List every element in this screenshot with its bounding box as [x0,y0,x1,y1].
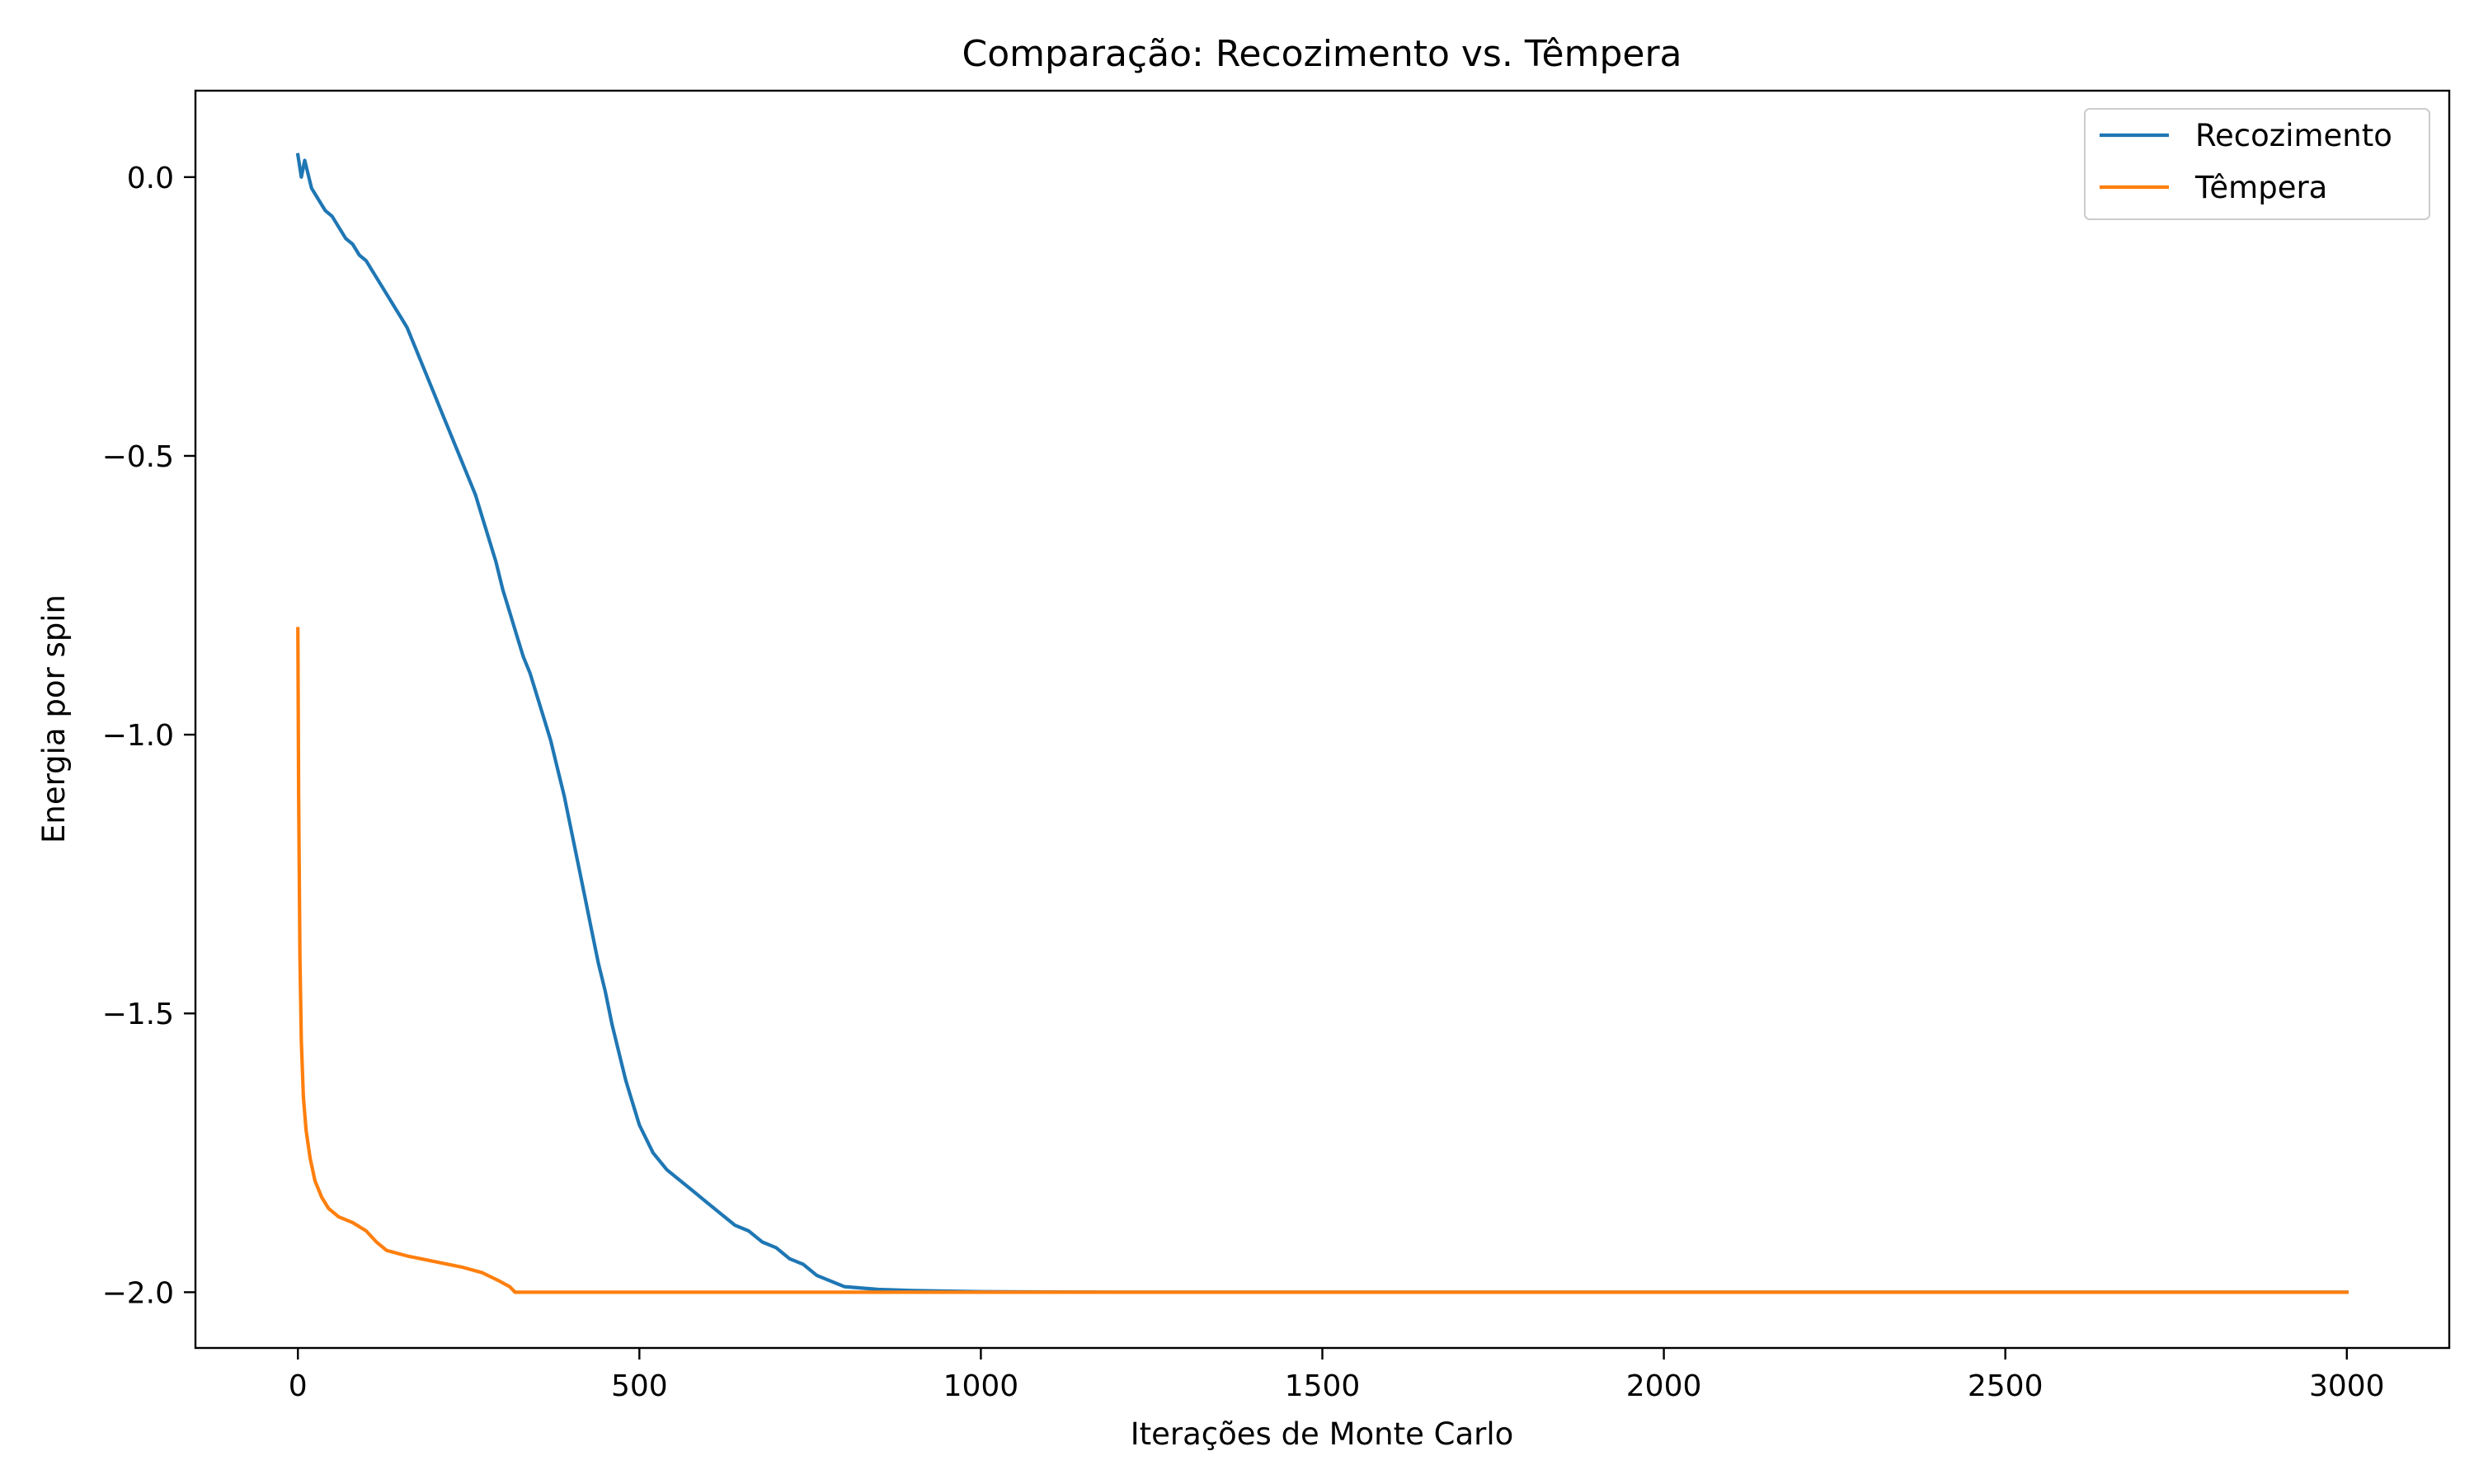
y-tick-label: −1.0 [102,719,174,753]
y-tick-label: −2.0 [102,1276,174,1310]
y-axis: 0.0 −0.5 −1.0 −1.5 −2.0 [102,162,195,1310]
x-tick-label: 1000 [943,1369,1019,1403]
x-axis-label: Iterações de Monte Carlo [1131,1416,1514,1452]
y-tick-label: −0.5 [102,440,174,474]
x-tick-label: 2000 [1626,1369,1702,1403]
x-axis: 0 500 1000 1500 2000 2500 3000 [289,1348,2385,1403]
series-layer [295,153,2349,1294]
y-axis-label: Energia por spin [36,594,72,843]
x-tick-label: 500 [611,1369,668,1403]
x-tick-label: 3000 [2309,1369,2385,1403]
chart-title: Comparação: Recozimento vs. Têmpera [962,33,1681,75]
x-tick-label: 1500 [1285,1369,1361,1403]
series-line-recozimento [295,153,2349,1294]
plot-area [195,91,2449,1348]
legend-label-recozimento: Recozimento [2195,118,2392,153]
x-tick-label: 0 [289,1369,308,1403]
legend: Recozimento Têmpera [2084,108,2430,220]
y-tick-label: 0.0 [127,162,174,195]
legend-label-tempera: Têmpera [2194,170,2327,205]
x-tick-label: 2500 [1968,1369,2044,1403]
series-line-tempera [296,627,2349,1294]
y-tick-label: −1.5 [102,998,174,1031]
legend-box [2084,108,2430,220]
